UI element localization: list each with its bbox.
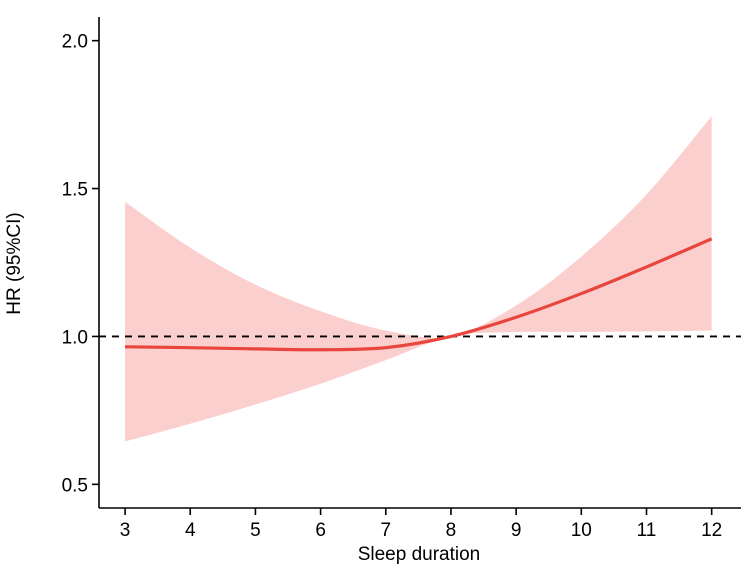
- y-tick-label: 1.5: [62, 180, 88, 201]
- y-ticks: 0.5 1.0 1.5 2.0: [62, 32, 99, 496]
- x-axis-title: Sleep duration: [358, 544, 481, 565]
- x-ticks: 3 4 5 6 7 8 9 10 11 12: [120, 508, 722, 541]
- x-tick-label: 12: [701, 520, 722, 541]
- y-tick-label: 1.0: [62, 327, 88, 348]
- x-tick-label: 6: [315, 520, 326, 541]
- y-axis-title: HR (95%CI): [4, 212, 25, 314]
- x-tick-label: 8: [446, 520, 457, 541]
- y-tick-label: 0.5: [62, 475, 88, 496]
- x-tick-label: 3: [120, 520, 131, 541]
- x-tick-label: 10: [571, 520, 592, 541]
- x-tick-label: 11: [637, 520, 657, 541]
- y-tick-label: 2.0: [62, 32, 88, 53]
- x-tick-label: 5: [250, 520, 261, 541]
- plot-area: [99, 116, 741, 442]
- x-tick-label: 7: [380, 520, 391, 541]
- confidence-band: [125, 116, 712, 442]
- x-tick-label: 9: [511, 520, 522, 541]
- x-tick-label: 4: [185, 520, 196, 541]
- hr-curve: [125, 237, 713, 352]
